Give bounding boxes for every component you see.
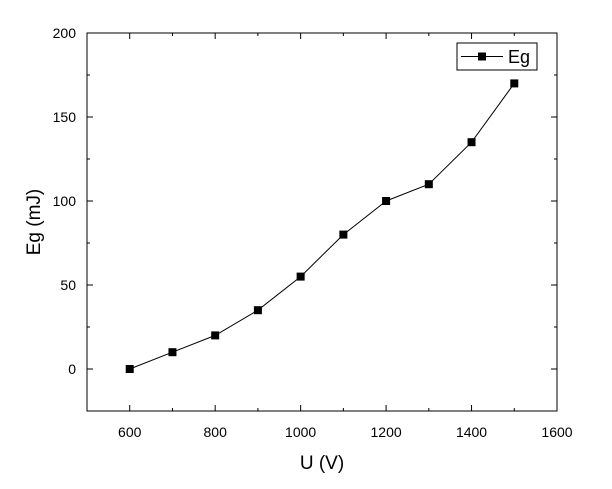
data-point-marker	[339, 230, 348, 239]
series-eg	[125, 79, 519, 373]
data-point-marker	[125, 365, 134, 373]
plot-frame	[86, 32, 558, 412]
x-tick-label: 1200	[371, 424, 402, 440]
y-axis-title: Eg (mJ)	[24, 189, 45, 256]
x-tick-label: 1400	[456, 424, 487, 440]
y-tick-label: 50	[60, 277, 76, 293]
data-point-marker	[424, 180, 433, 189]
data-point-marker	[253, 306, 262, 315]
data-point-marker	[168, 348, 177, 357]
x-tick-label: 800	[204, 424, 228, 440]
series-line	[129, 83, 515, 370]
data-point-marker	[382, 197, 391, 205]
data-point-marker	[467, 138, 476, 147]
y-tick-label: 0	[68, 361, 76, 377]
data-point-marker	[510, 79, 519, 88]
y-tick-label: 100	[53, 193, 77, 209]
x-tick-labels: 600 800 1000 1200 1400 1600	[118, 424, 573, 440]
legend-label: Eg	[508, 47, 530, 67]
x-axis-title: U (V)	[300, 453, 344, 474]
legend: Eg	[456, 42, 538, 71]
y-tick-label: 200	[53, 25, 77, 41]
tick-marks	[86, 32, 558, 412]
y-tick-labels: 0 50 100 150 200	[53, 25, 77, 377]
data-point-marker	[296, 272, 305, 281]
y-tick-label: 150	[53, 109, 77, 125]
x-tick-label: 1000	[285, 424, 316, 440]
x-tick-label: 1600	[541, 424, 572, 440]
legend-marker	[478, 52, 486, 61]
data-point-marker	[211, 331, 220, 340]
x-tick-label: 600	[118, 424, 142, 440]
